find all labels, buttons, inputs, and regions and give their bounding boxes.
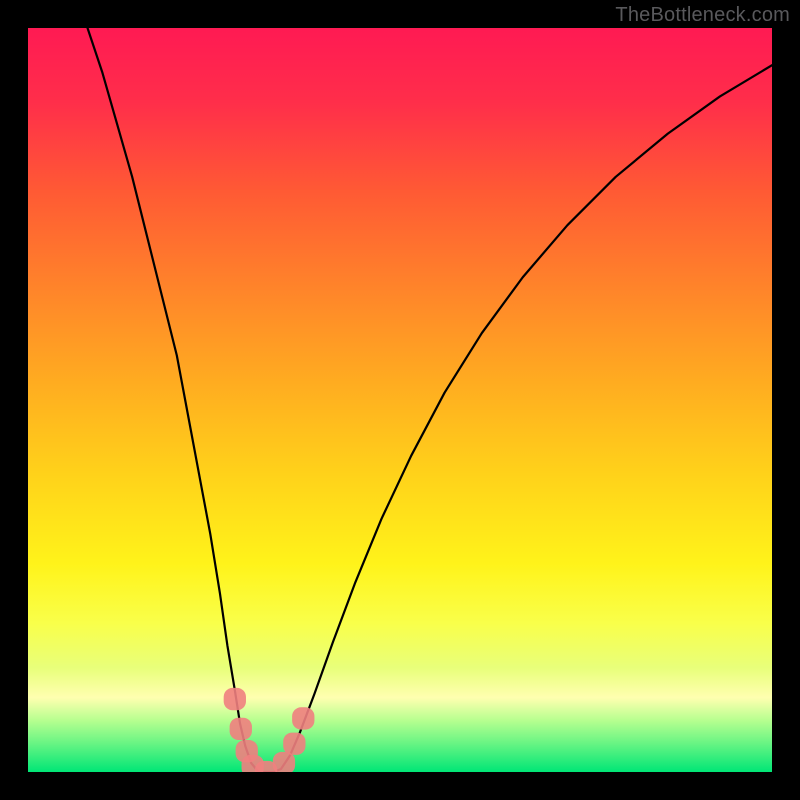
curve-layer [28, 28, 772, 772]
curve-marker [230, 718, 252, 740]
chart-frame: TheBottleneck.com [0, 0, 800, 800]
curve-marker [224, 688, 246, 710]
curve-marker [292, 707, 314, 729]
plot-area [28, 28, 772, 772]
curve-marker [273, 752, 295, 772]
bottleneck-curve [88, 28, 772, 772]
curve-marker [283, 733, 305, 755]
watermark-text: TheBottleneck.com [615, 4, 790, 27]
